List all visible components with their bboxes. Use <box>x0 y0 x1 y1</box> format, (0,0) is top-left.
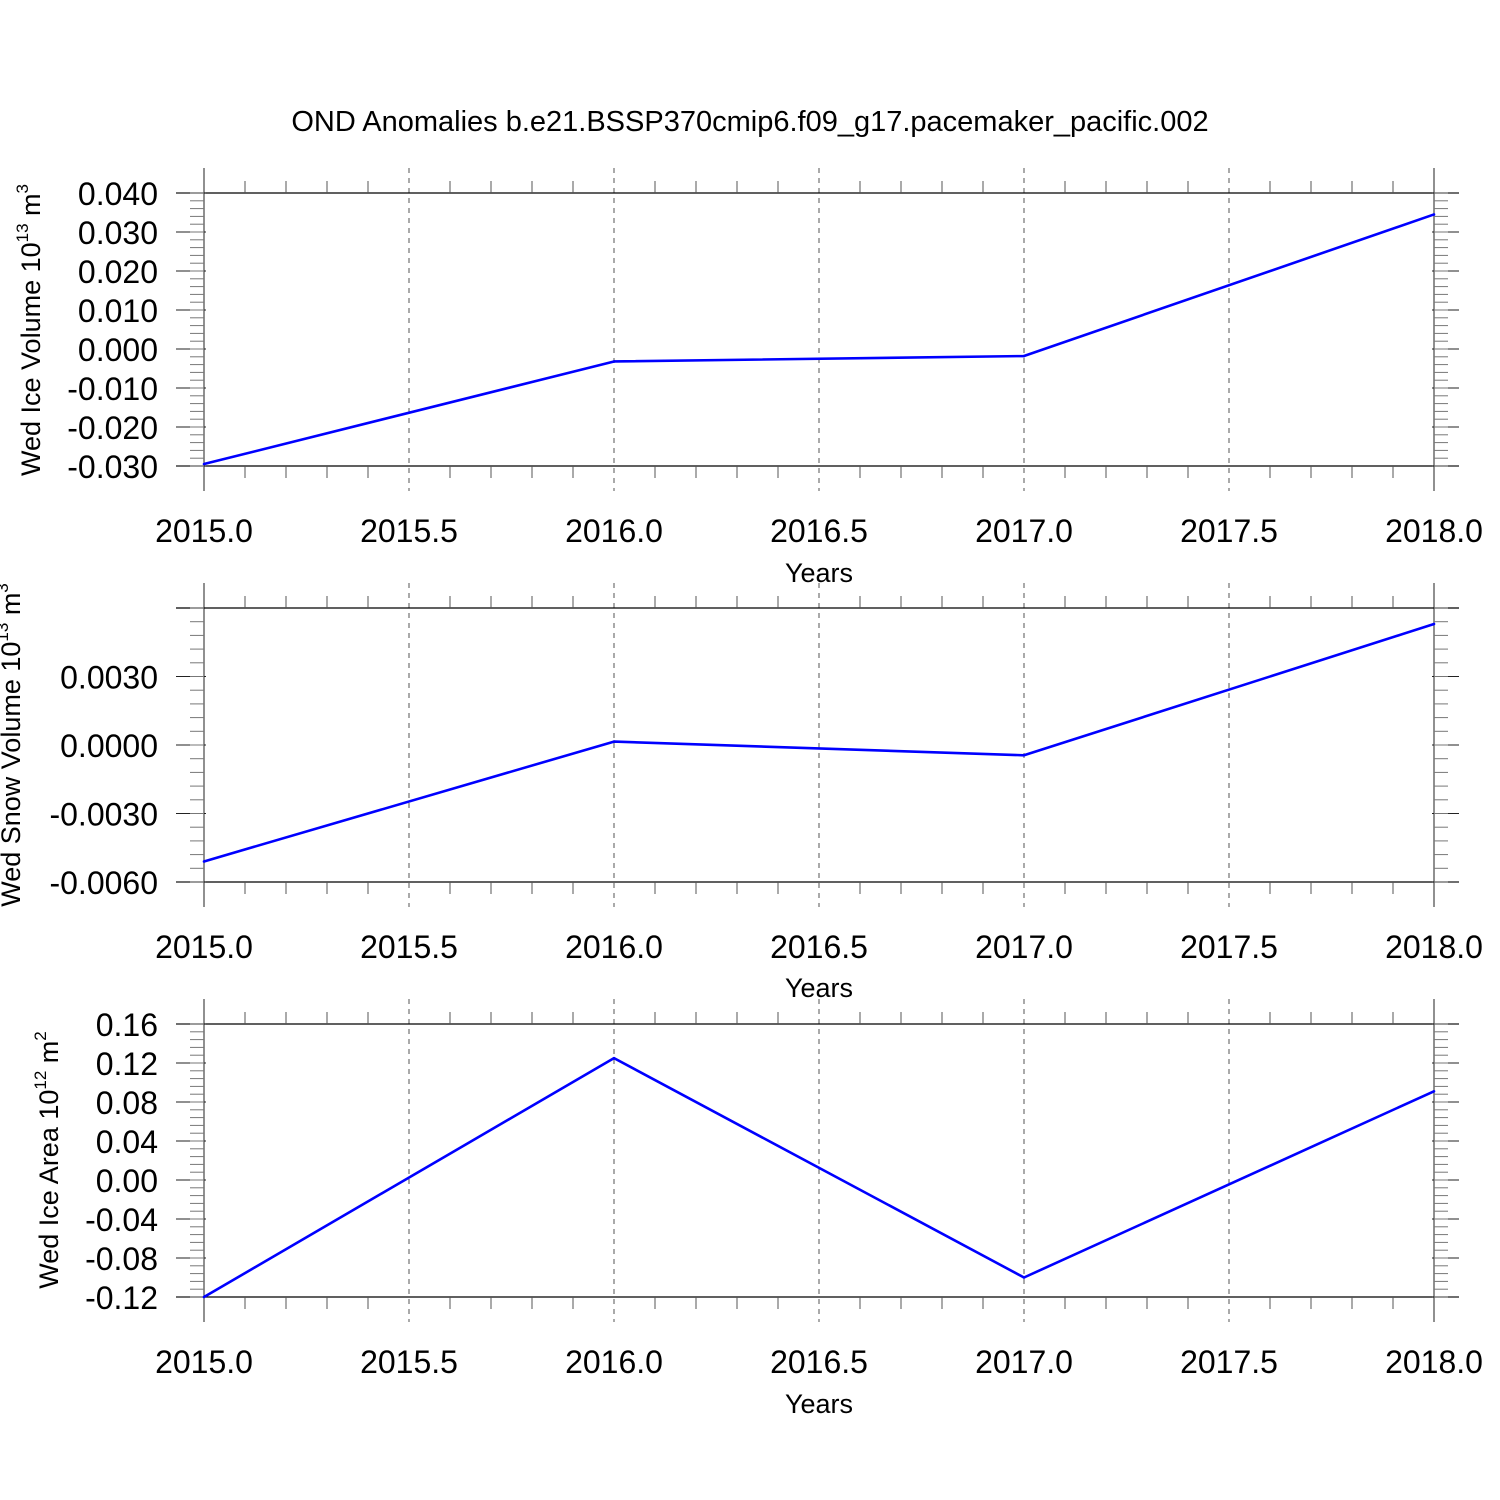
y-tick-label: -0.08 <box>85 1241 158 1277</box>
y-tick-label: 0.08 <box>96 1085 158 1121</box>
y-tick-label: 0.000 <box>78 332 158 368</box>
y-axis-title-superscript: 12 <box>31 1071 50 1090</box>
x-tick-label: 2015.0 <box>155 1344 253 1380</box>
y-axis-title-superscript: 13 <box>13 223 32 242</box>
y-tick-label: -0.020 <box>67 410 158 446</box>
series-line <box>203 1056 1435 1299</box>
x-tick-label: 2017.0 <box>975 929 1073 965</box>
y-tick-label: -0.030 <box>67 449 158 485</box>
figure-title: OND Anomalies b.e21.BSSP370cmip6.f09_g17… <box>291 106 1208 138</box>
y-tick-label: 0.030 <box>78 215 158 251</box>
data-point <box>1022 354 1026 358</box>
x-tick-label: 2018.0 <box>1385 929 1483 965</box>
y-axis-title-part: m <box>16 193 46 223</box>
y-axis-title-part: m <box>0 593 26 623</box>
x-tick-label: 2017.0 <box>975 1344 1073 1380</box>
x-axis-title: Years <box>785 973 853 1003</box>
x-tick-label: 2017.5 <box>1180 1344 1278 1380</box>
y-axis-title-superscript: 3 <box>0 583 12 592</box>
series-line <box>203 213 1435 466</box>
data-point <box>612 740 616 743</box>
y-axis-title: Wed Ice Volume 1013 m3 <box>13 184 46 476</box>
x-tick-label: 2017.0 <box>975 513 1073 549</box>
y-axis-title-superscript: 13 <box>0 623 12 642</box>
data-point <box>1022 1276 1026 1279</box>
y-axis-title-part: Wed Ice Volume 10 <box>16 242 46 476</box>
y-axis-title-superscript: 2 <box>31 1031 50 1040</box>
y-axis-title: Wed Ice Area 1012 m2 <box>31 1031 64 1289</box>
x-tick-label: 2016.5 <box>770 513 868 549</box>
y-tick-label: -0.04 <box>85 1202 158 1238</box>
data-point <box>612 360 616 363</box>
x-tick-label: 2016.0 <box>565 1344 663 1380</box>
x-tick-label: 2017.5 <box>1180 513 1278 549</box>
data-point <box>1432 1089 1436 1093</box>
y-axis-title-superscript: 3 <box>13 184 32 193</box>
panel-snow-volume: -0.0060 -0.0030 0.0000 0.0030 2015.0 2015.5 20… <box>0 583 1483 1003</box>
y-tick-label: 0.04 <box>96 1124 158 1160</box>
data-point <box>1432 622 1436 626</box>
y-tick-label: 0.0030 <box>60 660 158 696</box>
y-tick-label: 0.040 <box>78 176 158 212</box>
y-tick-label: -0.0030 <box>49 797 158 833</box>
series-line <box>203 622 1435 863</box>
panel-ice-area: -0.12-0.08-0.040.000.040.080.120.16 2015.… <box>31 999 1483 1419</box>
y-tick-label: 0.010 <box>78 293 158 329</box>
panel-ice-volume: -0.030-0.020-0.0100.0000.0100.0200.0300.… <box>13 168 1483 588</box>
y-tick-label: 0.020 <box>78 254 158 290</box>
y-axis-title-part: Wed Ice Area 10 <box>34 1090 64 1289</box>
y-tick-label: -0.0060 <box>49 865 158 901</box>
y-tick-label: 0.16 <box>96 1007 158 1043</box>
x-tick-label: 2015.5 <box>360 1344 458 1380</box>
y-axis-title-part: Wed Snow Volume 10 <box>0 642 26 907</box>
data-point <box>1432 213 1436 216</box>
x-tick-label: 2017.5 <box>1180 929 1278 965</box>
y-axis-title-part: m <box>34 1041 64 1071</box>
x-tick-label: 2015.0 <box>155 929 253 965</box>
x-tick-label: 2015.0 <box>155 513 253 549</box>
x-tick-label: 2016.5 <box>770 929 868 965</box>
y-tick-label: -0.12 <box>85 1280 158 1316</box>
x-tick-label: 2018.0 <box>1385 513 1483 549</box>
data-point <box>202 1295 206 1299</box>
x-axis-title: Years <box>785 1389 853 1419</box>
x-tick-label: 2018.0 <box>1385 1344 1483 1380</box>
x-tick-label: 2016.0 <box>565 513 663 549</box>
x-tick-label: 2015.5 <box>360 513 458 549</box>
x-tick-label: 2016.5 <box>770 1344 868 1380</box>
y-tick-label: 0.0000 <box>60 728 158 764</box>
y-tick-label: 0.00 <box>96 1163 158 1199</box>
y-tick-label: 0.12 <box>96 1046 158 1082</box>
data-point <box>1022 753 1026 757</box>
data-point <box>612 1056 616 1060</box>
x-tick-label: 2015.5 <box>360 929 458 965</box>
data-point <box>202 860 206 863</box>
x-tick-label: 2016.0 <box>565 929 663 965</box>
y-axis-title: Wed Snow Volume 1013 m3 <box>0 583 26 907</box>
data-point <box>202 462 206 466</box>
y-tick-label: -0.010 <box>67 371 158 407</box>
